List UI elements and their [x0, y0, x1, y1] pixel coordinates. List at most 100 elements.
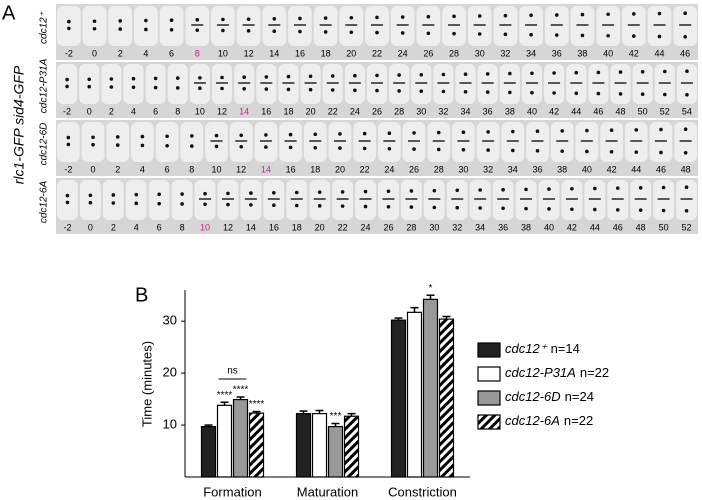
- time-label: 46: [613, 222, 623, 232]
- spot: [535, 148, 540, 153]
- time-label: 30: [458, 164, 468, 174]
- spot: [165, 143, 169, 148]
- legend-count: n=24: [565, 389, 594, 404]
- significance: ***: [330, 411, 342, 422]
- spot: [662, 69, 667, 74]
- time-label: 12: [236, 164, 246, 174]
- time-label: 46: [656, 164, 666, 174]
- spot: [111, 193, 116, 197]
- spot: [317, 190, 322, 194]
- time-label: 36: [532, 164, 542, 174]
- time-label: 52: [660, 106, 670, 116]
- cell-image: [630, 180, 652, 220]
- cell-image: [106, 122, 130, 162]
- spot: [338, 146, 342, 150]
- spot: [375, 73, 379, 78]
- spot: [570, 207, 574, 212]
- spot: [657, 34, 662, 39]
- spot: [478, 188, 482, 192]
- cell-image: [649, 122, 673, 162]
- spot: [363, 189, 368, 194]
- spot: [180, 192, 184, 196]
- time-label: 6: [169, 48, 174, 58]
- time-label: -2: [63, 106, 71, 116]
- time-label: 18: [321, 48, 331, 58]
- time-label: 22: [360, 164, 370, 174]
- time-label: 14: [261, 164, 271, 174]
- spot: [140, 134, 145, 139]
- cell-image: [390, 6, 415, 46]
- cell-image: [300, 64, 321, 104]
- spot: [375, 88, 379, 93]
- bar: [248, 412, 265, 478]
- cell-image: [400, 180, 422, 220]
- time-label: 32: [452, 222, 462, 232]
- spot: [387, 131, 392, 136]
- time-label: 26: [423, 48, 433, 58]
- spot: [109, 77, 114, 81]
- cell-image: [561, 180, 583, 220]
- spot: [530, 90, 534, 95]
- spot: [272, 203, 276, 207]
- spot: [683, 35, 687, 39]
- spot: [294, 203, 299, 208]
- time-label: 2: [115, 164, 120, 174]
- cell-image: [423, 180, 445, 220]
- spot: [580, 33, 585, 38]
- cell-image: [452, 122, 475, 162]
- cell-image: [339, 6, 364, 46]
- cell-image: [322, 64, 343, 104]
- cell-image: [279, 122, 302, 162]
- spot: [585, 149, 589, 154]
- time-label: 24: [384, 164, 394, 174]
- spot: [683, 151, 688, 155]
- spot: [323, 30, 328, 34]
- cell-image: [328, 122, 352, 162]
- spot: [503, 32, 508, 37]
- spot: [67, 19, 71, 24]
- spot: [659, 127, 663, 132]
- bar: [200, 426, 217, 478]
- spot: [657, 11, 662, 16]
- spot: [596, 70, 601, 75]
- bar: [295, 413, 312, 478]
- x-tick-label: Formation: [203, 484, 262, 499]
- cell-image: [469, 180, 491, 220]
- spot: [131, 85, 136, 90]
- cell-image: [288, 6, 312, 46]
- spot: [570, 186, 574, 191]
- spot: [308, 87, 313, 92]
- spot: [683, 11, 687, 15]
- spot: [313, 145, 318, 150]
- cell-image: [519, 6, 543, 46]
- spot: [511, 148, 515, 153]
- spot: [524, 206, 528, 211]
- cell-image: [79, 180, 101, 220]
- cell-image: [262, 6, 287, 46]
- time-label: 16: [261, 106, 271, 116]
- legend-label: cdc12-6A n=22: [505, 413, 593, 428]
- spot: [338, 132, 342, 136]
- spot: [426, 31, 431, 36]
- bar: [327, 426, 344, 478]
- time-label: 44: [571, 106, 581, 116]
- bar: [216, 404, 233, 478]
- panel-label: B: [135, 284, 148, 306]
- cell-image: [493, 6, 518, 46]
- spot: [547, 207, 551, 211]
- spot: [580, 12, 585, 17]
- cell-image: [674, 122, 697, 162]
- time-label: 10: [218, 48, 228, 58]
- legend-label: cdc12-P31A n=22: [505, 365, 609, 380]
- spot: [503, 13, 508, 18]
- cell-image: [167, 64, 188, 104]
- time-label: 34: [508, 164, 518, 174]
- spot: [272, 191, 276, 195]
- cell-image: [353, 122, 376, 162]
- time-label: 18: [292, 222, 302, 232]
- cell-image: [621, 6, 646, 46]
- legend-count: n=22: [580, 365, 609, 380]
- spot: [409, 205, 414, 209]
- cell-image: [521, 64, 543, 104]
